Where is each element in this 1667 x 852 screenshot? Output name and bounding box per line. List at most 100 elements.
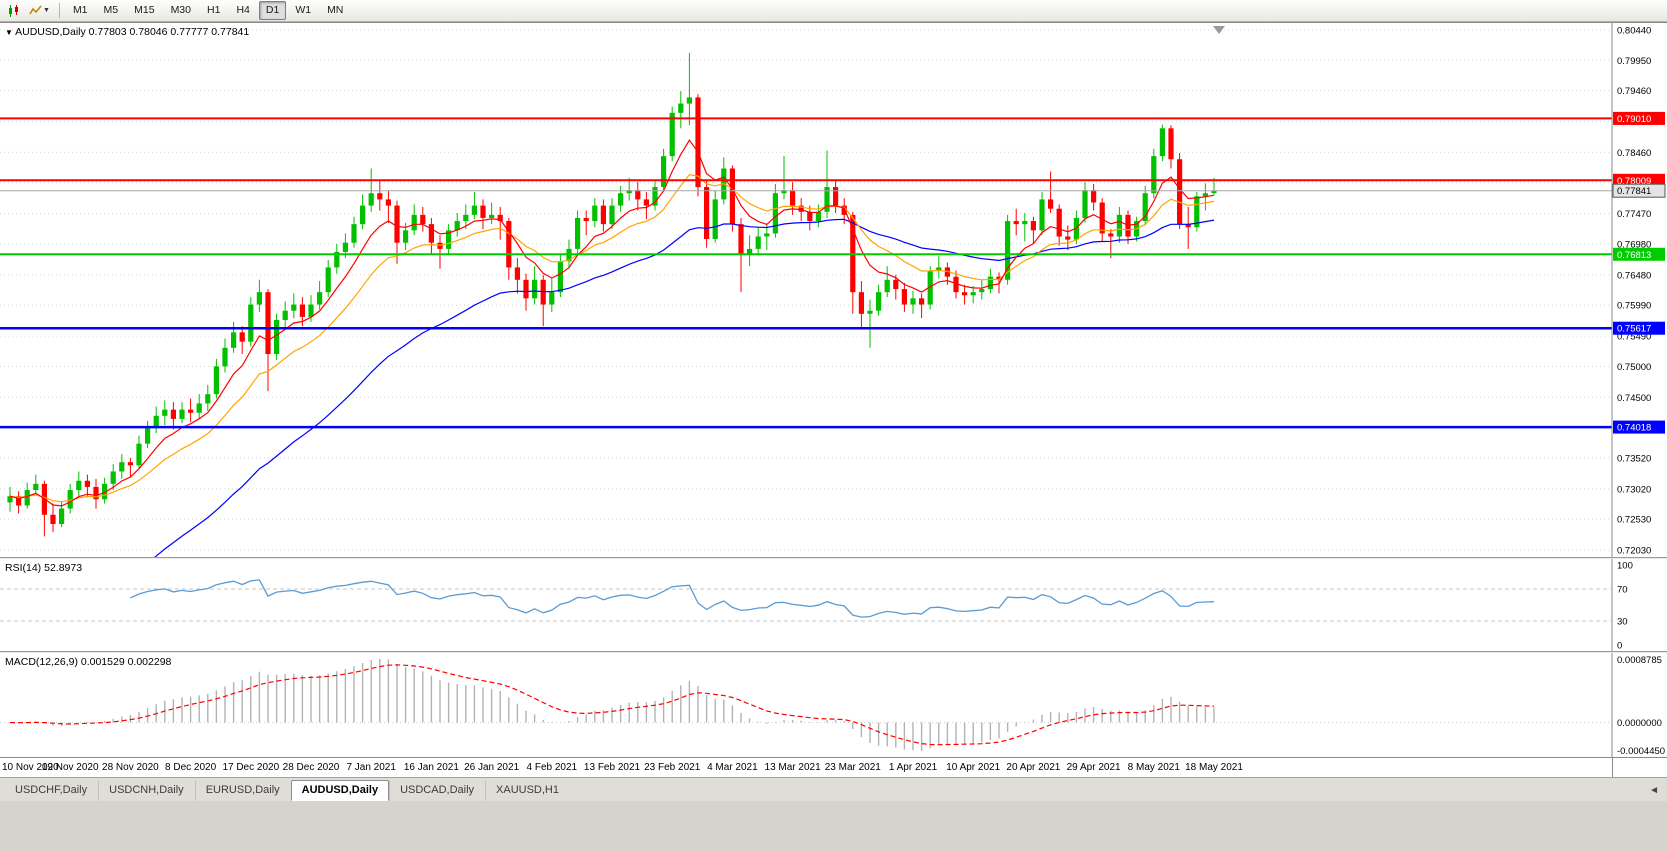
chart-tab-usdcnh[interactable]: USDCNH,Daily [98, 780, 195, 801]
date-label: 18 May 2021 [1185, 762, 1243, 773]
timeframe-buttons: M1 M5 M15 M30 H1 H4 D1 W1 MN [65, 1, 351, 20]
svg-text:0.80440: 0.80440 [1617, 26, 1651, 37]
chart-shift-marker[interactable] [1213, 26, 1225, 34]
level-price-badge: 0.78009 [1613, 173, 1665, 187]
svg-text:0.78460: 0.78460 [1617, 148, 1651, 159]
rsi-canvas[interactable]: 100 70 30 0 [0, 559, 1667, 651]
timeframe-button-h1[interactable]: H1 [207, 4, 221, 16]
chart-tab-eurusd[interactable]: EURUSD,Daily [194, 780, 291, 801]
date-label: 23 Feb 2021 [644, 762, 701, 773]
svg-text:0.72530: 0.72530 [1617, 515, 1651, 526]
date-label: 28 Nov 2020 [102, 762, 159, 773]
svg-text:0.76980: 0.76980 [1617, 239, 1651, 250]
chart-tab-usdcad[interactable]: USDCAD,Daily [389, 780, 485, 801]
timeframe-button-d1[interactable]: D1 [258, 1, 287, 20]
chart-title: ▼ AUDUSD,Daily 0.77803 0.78046 0.77777 0… [5, 26, 249, 38]
macd-signal-line [9, 664, 1215, 746]
svg-text:0.73520: 0.73520 [1617, 453, 1651, 464]
svg-text:0.0000000: 0.0000000 [1617, 718, 1662, 729]
timeframe-button-h4[interactable]: H4 [236, 4, 250, 16]
date-label: 16 Jan 2021 [403, 762, 459, 773]
level-price-badge: 0.79010 [1613, 111, 1665, 125]
svg-text:0.76813: 0.76813 [1617, 250, 1651, 261]
rsi-line [130, 579, 1215, 618]
svg-text:0.79010: 0.79010 [1617, 114, 1651, 125]
tab-scroll-left-button[interactable]: ◄ [1649, 785, 1659, 796]
macd-label: MACD(12,26,9) 0.001529 0.002298 [5, 656, 171, 668]
symbol-dropdown-icon[interactable]: ▼ [5, 28, 16, 37]
svg-text:-0.0004450: -0.0004450 [1617, 746, 1665, 757]
line-chart-dropdown-icon [29, 5, 42, 15]
timeframe-button-mn[interactable]: MN [327, 4, 344, 16]
price-chart-canvas[interactable]: 0.804400.799500.794600.789600.784600.779… [0, 23, 1667, 557]
macd-pane[interactable]: 0.0008785 0.0000000 -0.0004450 MACD(12,26,… [0, 653, 1667, 757]
svg-text:0.0008785: 0.0008785 [1617, 655, 1662, 666]
ohlc-values: 0.77803 0.78046 0.77777 0.77841 [88, 26, 250, 38]
date-label: 10 Nov 2020 [2, 762, 59, 773]
symbol-title: AUDUSD,Daily [15, 26, 86, 38]
svg-text:0.72030: 0.72030 [1617, 546, 1651, 557]
svg-text:0.75617: 0.75617 [1617, 324, 1651, 335]
macd-name: MACD(12,26,9) [5, 656, 78, 668]
svg-text:0.74018: 0.74018 [1617, 423, 1651, 434]
date-label: 26 Jan 2021 [464, 762, 520, 773]
date-label: 29 Apr 2021 [1066, 762, 1121, 773]
svg-text:0.79460: 0.79460 [1617, 86, 1651, 97]
timeframe-button-m1[interactable]: M1 [72, 4, 88, 16]
time-axis: 10 Nov 2020 19 Nov 2020 28 Nov 2020 8 Dec 2… [0, 757, 1667, 777]
svg-text:100: 100 [1617, 561, 1633, 572]
price-grid [0, 29, 1612, 551]
date-label: 20 Apr 2021 [1006, 762, 1061, 773]
date-label: 1 Apr 2021 [888, 762, 938, 773]
chart-tab-xauusd[interactable]: XAUUSD,H1 [485, 780, 570, 801]
svg-text:0.76480: 0.76480 [1617, 270, 1651, 281]
svg-text:0.79950: 0.79950 [1617, 56, 1651, 67]
timeframe-button-w1[interactable]: W1 [295, 4, 312, 16]
svg-text:0.75990: 0.75990 [1617, 301, 1651, 312]
chevron-down-icon: ▼ [43, 7, 50, 14]
date-label: 8 Dec 2020 [165, 762, 217, 773]
rsi-name: RSI(14) [5, 562, 42, 574]
ma-line [9, 139, 1215, 507]
chart-template-dropdown[interactable]: ▼ [25, 2, 54, 20]
timeframe-toolbar: ▼ M1 M5 M15 M30 H1 H4 D1 W1 MN [0, 0, 1667, 22]
date-label: 7 Jan 2021 [346, 762, 396, 773]
svg-text:70: 70 [1617, 585, 1628, 596]
chart-tab-bar: USDCHF,Daily USDCNH,Daily EURUSD,Daily AUDU… [0, 777, 1667, 801]
chart-type-button[interactable] [3, 2, 25, 20]
pane-splitter[interactable] [0, 557, 1667, 559]
svg-text:0.77470: 0.77470 [1617, 209, 1651, 220]
ma-line [9, 173, 1215, 503]
chart-tab-usdchf[interactable]: USDCHF,Daily [15, 784, 88, 796]
macd-histogram [17, 659, 1215, 751]
svg-text:0: 0 [1617, 641, 1622, 652]
pane-splitter-2[interactable] [0, 651, 1667, 653]
macd-canvas[interactable]: 0.0008785 0.0000000 -0.0004450 [0, 653, 1667, 757]
price-pane[interactable]: 0.804400.799500.794600.789600.784600.779… [0, 23, 1667, 557]
date-label: 10 Apr 2021 [946, 762, 1001, 773]
rsi-label: RSI(14) 52.8973 [5, 562, 82, 574]
rsi-pane[interactable]: 100 70 30 0 RSI(14) 52.8973 [0, 559, 1667, 651]
svg-text:0.77841: 0.77841 [1617, 186, 1651, 197]
timeframe-button-m30[interactable]: M30 [170, 4, 191, 16]
macd-current-values: 0.001529 0.002298 [80, 656, 172, 668]
date-label: 19 Nov 2020 [41, 762, 99, 773]
svg-text:0.78009: 0.78009 [1617, 176, 1651, 187]
candlestick-chart-icon [9, 4, 18, 17]
chart-area: 0.804400.799500.794600.789600.784600.779… [0, 22, 1667, 777]
svg-text:0.75000: 0.75000 [1617, 362, 1651, 373]
candlestick-series [7, 52, 1217, 537]
svg-text:0.73020: 0.73020 [1617, 484, 1651, 495]
date-label: 4 Feb 2021 [526, 762, 578, 773]
price-axis-labels: 0.804400.799500.794600.789600.784600.779… [1617, 26, 1651, 557]
axis-separator [1612, 758, 1613, 777]
timeframe-button-m15[interactable]: M15 [134, 4, 155, 16]
timeframe-button-m5[interactable]: M5 [103, 4, 119, 16]
rsi-current-value: 52.8973 [44, 562, 83, 574]
svg-text:0.74500: 0.74500 [1617, 393, 1651, 404]
level-price-badge: 0.74018 [1613, 420, 1665, 434]
date-label: 17 Dec 2020 [222, 762, 280, 773]
svg-text:30: 30 [1617, 617, 1628, 628]
chart-tab-audusd[interactable]: AUDUSD,Daily [290, 780, 390, 801]
